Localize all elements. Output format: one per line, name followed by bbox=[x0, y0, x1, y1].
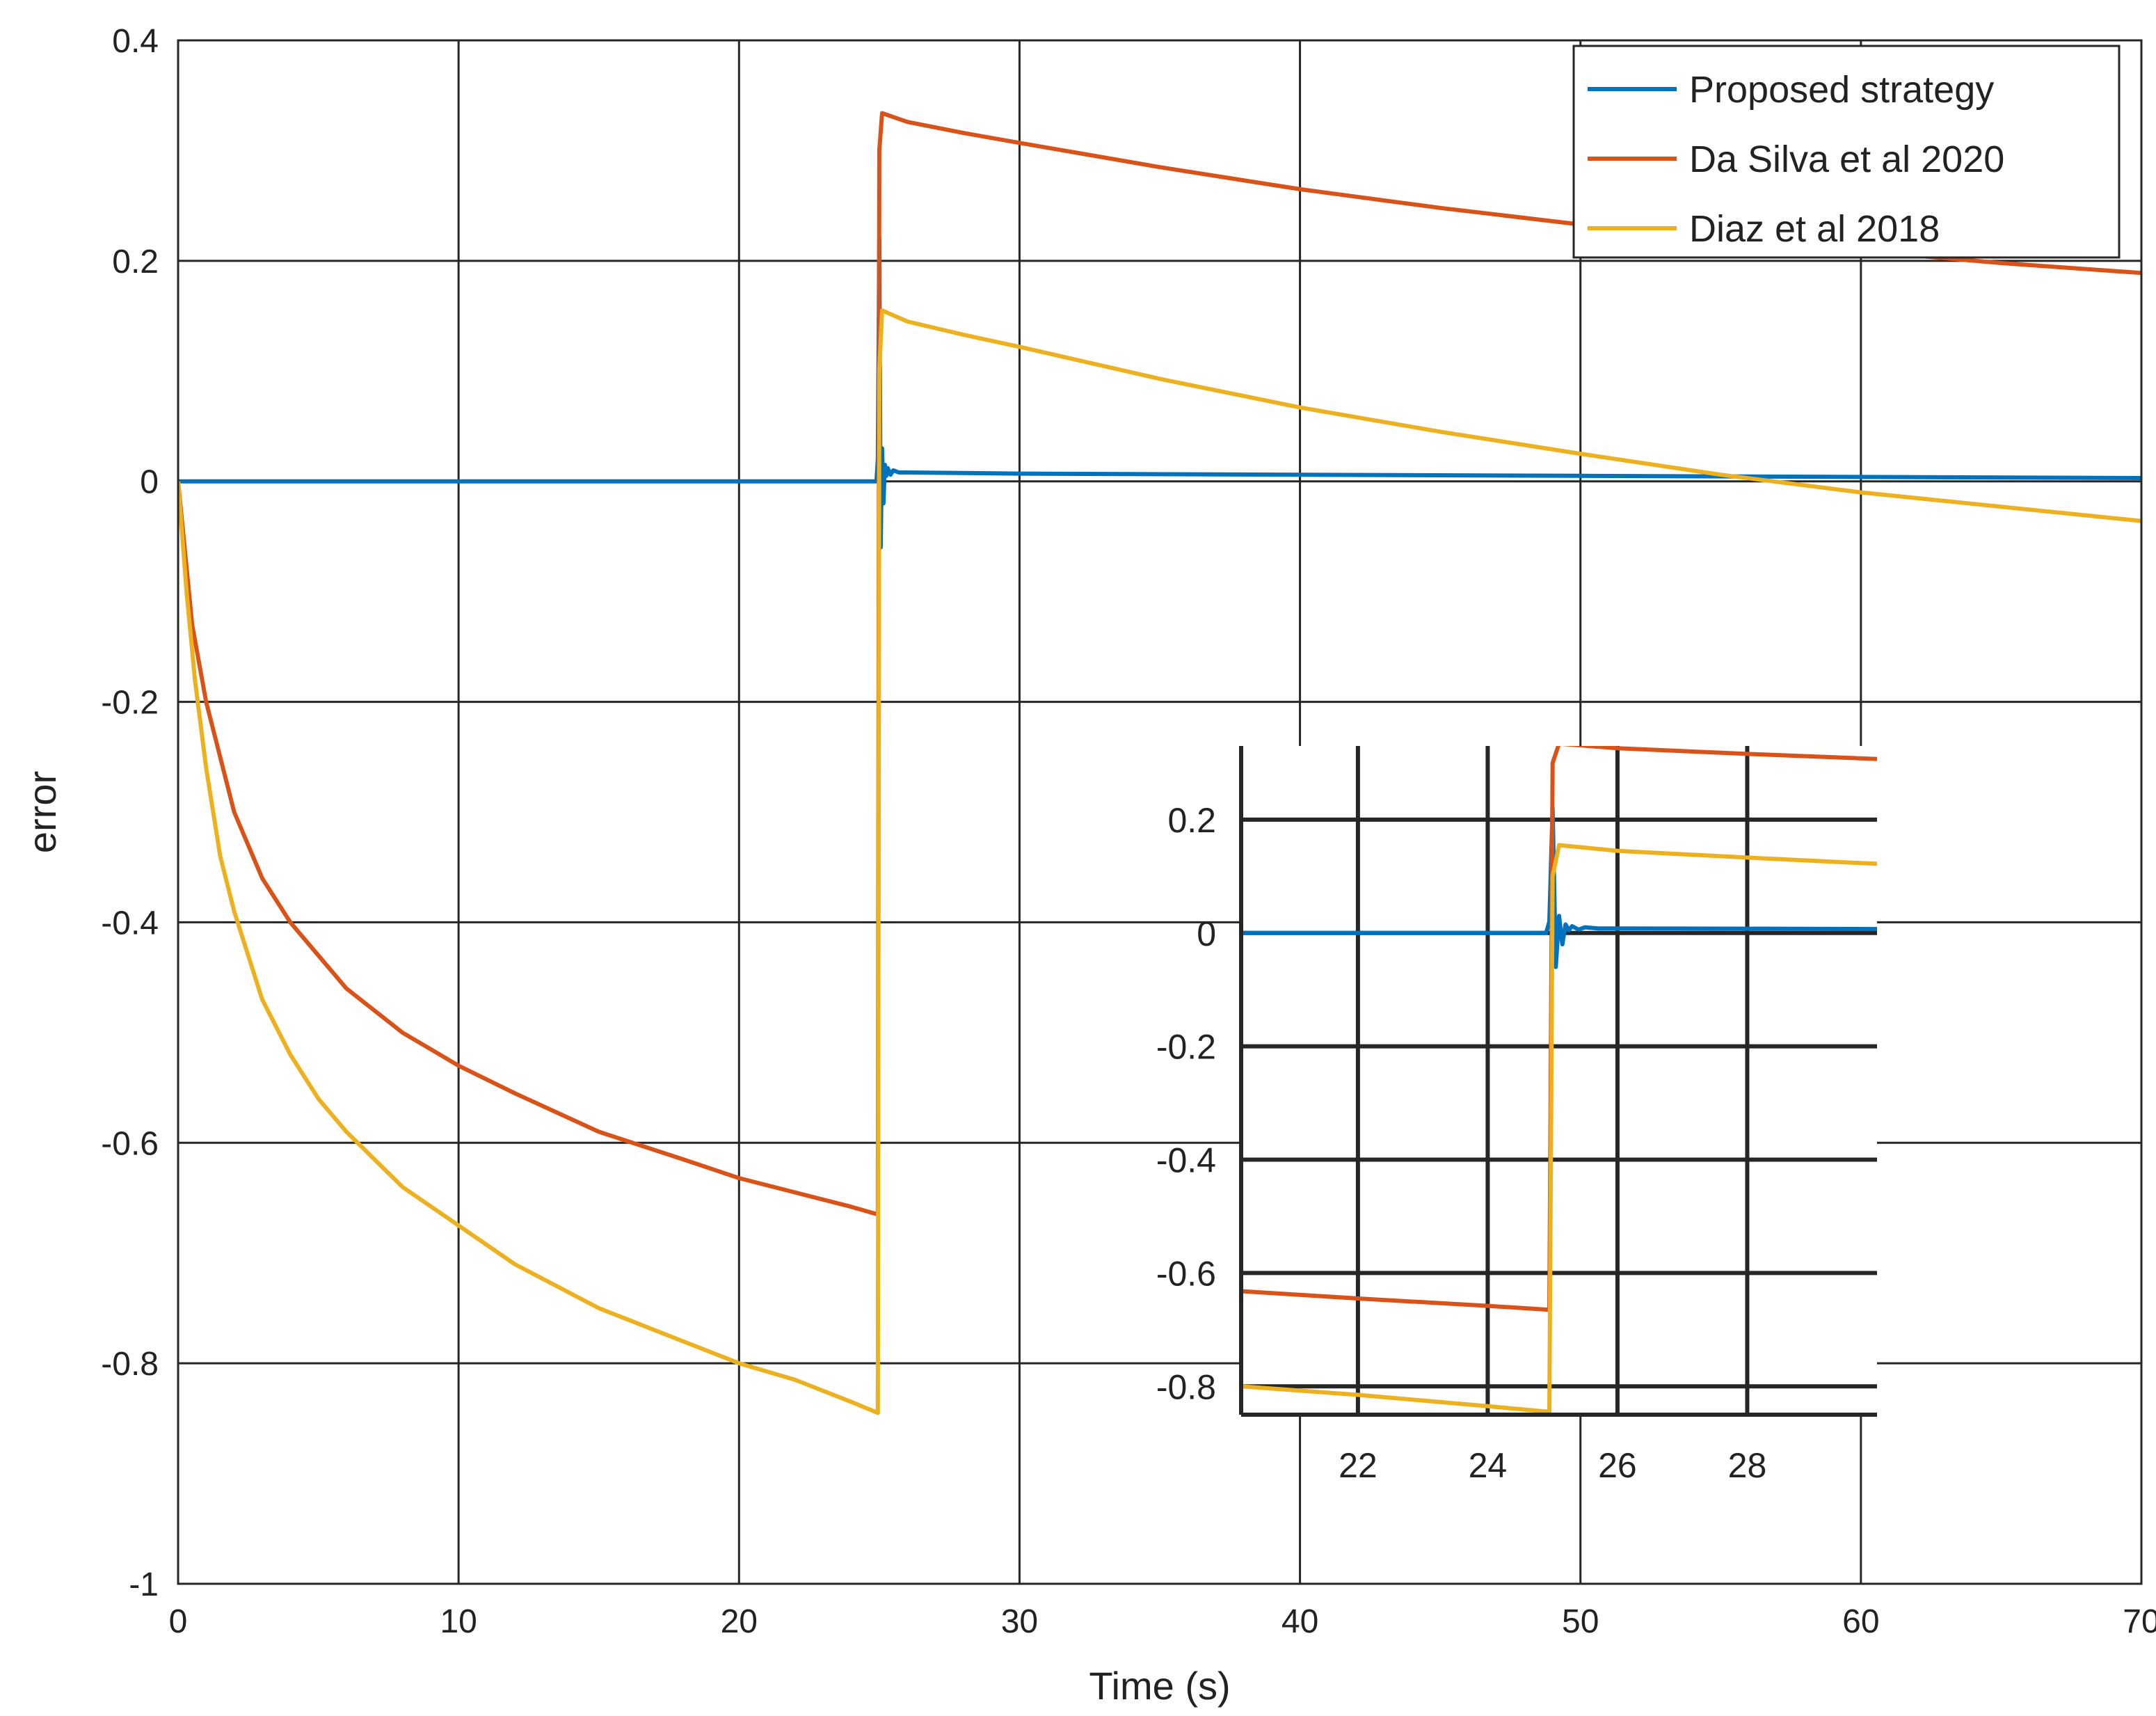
inset-x-tick-label: 22 bbox=[1339, 1446, 1378, 1485]
x-tick-label: 20 bbox=[721, 1603, 758, 1640]
inset-x-tick-label: 28 bbox=[1728, 1446, 1767, 1485]
y-tick-label: -0.4 bbox=[101, 905, 159, 942]
inset-y-tick-label: -0.8 bbox=[1156, 1367, 1216, 1406]
y-tick-label: 0.4 bbox=[112, 23, 159, 60]
y-tick-label: -1 bbox=[129, 1566, 159, 1603]
y-tick-label: -0.6 bbox=[101, 1125, 159, 1162]
main-x-tick-labels: 0 10 20 30 40 50 60 70 bbox=[169, 1603, 2156, 1640]
inset-y-tick-label: -0.2 bbox=[1156, 1028, 1216, 1067]
legend-entry: Diaz et al 2018 bbox=[1588, 208, 1940, 250]
legend-entry: Da Silva et al 2020 bbox=[1588, 138, 2004, 180]
main-plot-frame bbox=[177, 39, 2143, 1585]
main-series-group bbox=[178, 111, 2141, 1415]
x-tick-label: 0 bbox=[169, 1603, 188, 1640]
legend-label-da-silva: Da Silva et al 2020 bbox=[1689, 138, 2004, 180]
y-axis-label: error bbox=[20, 771, 64, 853]
main-y-tick-labels: -1 -0.8 -0.6 -0.4 -0.2 0 0.2 0.4 bbox=[101, 23, 159, 1603]
legend-box bbox=[1572, 45, 2121, 259]
series-line-diaz-et-al-2018 bbox=[178, 308, 2141, 1415]
inset-y-tick-label: 0 bbox=[1197, 914, 1216, 953]
inset-plot: 22 24 26 28 -0.8 -0.6 -0.4 -0.2 0 0.2 bbox=[1156, 746, 1877, 1485]
x-tick-label: 10 bbox=[440, 1603, 477, 1640]
inset-axes bbox=[1239, 746, 1877, 1417]
inset-x-tick-label: 26 bbox=[1598, 1446, 1637, 1485]
x-tick-label: 30 bbox=[1001, 1603, 1038, 1640]
inset-y-tick-label: -0.4 bbox=[1156, 1141, 1216, 1180]
x-tick-label: 50 bbox=[1562, 1603, 1599, 1640]
inset-y-tick-labels: -0.8 -0.6 -0.4 -0.2 0 0.2 bbox=[1156, 801, 1216, 1406]
y-tick-label: -0.8 bbox=[101, 1346, 159, 1383]
x-tick-label: 40 bbox=[1281, 1603, 1318, 1640]
y-tick-label: 0 bbox=[140, 464, 159, 501]
series-line-da-silva-et-al-2020 bbox=[178, 111, 2141, 1217]
legend: Proposed strategy Da Silva et al 2020 Di… bbox=[1572, 45, 2121, 259]
y-tick-label: 0.2 bbox=[112, 244, 159, 280]
x-axis-label: Time (s) bbox=[1089, 1664, 1230, 1708]
x-tick-label: 60 bbox=[1842, 1603, 1879, 1640]
x-tick-label: 70 bbox=[2123, 1603, 2156, 1640]
inset-x-tick-label: 24 bbox=[1469, 1446, 1508, 1485]
y-tick-label: -0.2 bbox=[101, 685, 159, 722]
inset-y-tick-label: 0.2 bbox=[1167, 801, 1216, 840]
legend-label-proposed-strategy: Proposed strategy bbox=[1689, 69, 1994, 111]
inset-series-group bbox=[1241, 746, 1877, 1414]
legend-label-diaz: Diaz et al 2018 bbox=[1689, 208, 1940, 250]
inset-series-line-diaz-et-al-2018 bbox=[1241, 843, 1877, 1414]
inset-y-tick-label: -0.6 bbox=[1156, 1254, 1216, 1293]
legend-entry: Proposed strategy bbox=[1588, 69, 1994, 111]
inset-series-line-da-silva-et-al-2020 bbox=[1241, 746, 1877, 1312]
inset-x-tick-labels: 22 24 26 28 bbox=[1339, 1446, 1766, 1485]
